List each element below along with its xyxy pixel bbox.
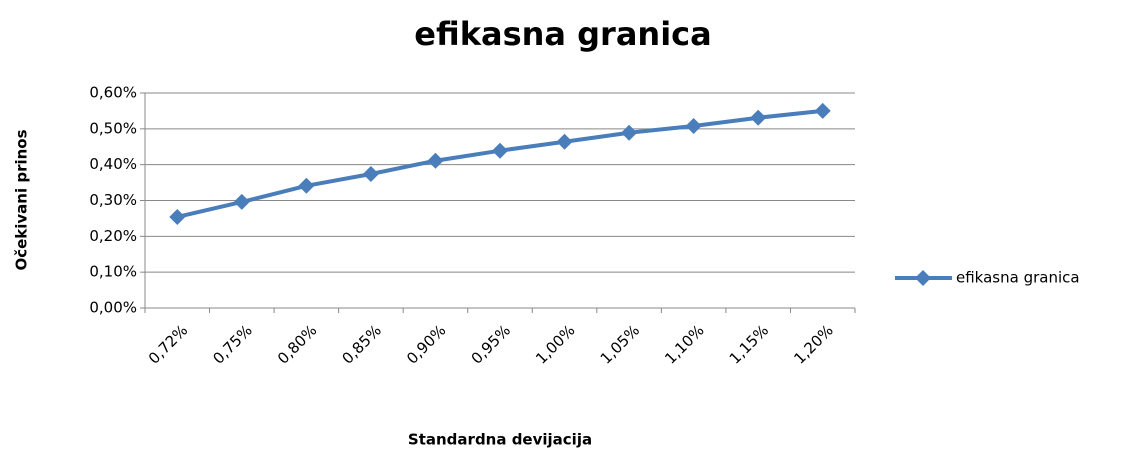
marker [492, 142, 508, 159]
y-tick-label: 0,60% [89, 84, 137, 102]
y-tick-label: 0,10% [89, 263, 137, 281]
x-tick-label: 1,15% [726, 321, 772, 367]
x-tick-label: 0,80% [274, 321, 320, 367]
x-tick-label: 0,95% [468, 321, 514, 367]
marker [556, 133, 573, 150]
marker [750, 109, 767, 126]
marker [169, 208, 186, 225]
x-axis-title: Standardna devijacija [408, 431, 592, 449]
marker [814, 102, 831, 119]
legend-marker [915, 270, 931, 286]
x-tick-label: 0,90% [403, 321, 449, 367]
marker [233, 193, 250, 210]
y-tick-label: 0,00% [89, 299, 137, 317]
x-tick-label: 0,72% [145, 321, 191, 367]
x-tick-label: 1,20% [790, 321, 836, 367]
x-tick-label: 1,05% [597, 321, 643, 367]
marker [298, 177, 315, 194]
legend-label: efikasna granica [956, 269, 1080, 287]
x-tick-label: 1,00% [532, 321, 578, 367]
y-tick-label: 0,20% [89, 227, 137, 245]
marker [362, 165, 379, 182]
marker [427, 152, 444, 169]
y-tick-label: 0,50% [89, 119, 137, 137]
y-tick-label: 0,40% [89, 155, 137, 173]
x-tick-label: 0,75% [209, 321, 255, 367]
x-tick-label: 0,85% [338, 321, 384, 367]
y-tick-label: 0,30% [89, 191, 137, 209]
chart-title: efikasna granica [414, 15, 711, 53]
marker [621, 124, 638, 141]
y-axis-title: Očekivani prinos [13, 129, 31, 270]
marker [685, 117, 702, 134]
x-tick-label: 1,10% [661, 321, 707, 367]
series-line [176, 108, 823, 219]
